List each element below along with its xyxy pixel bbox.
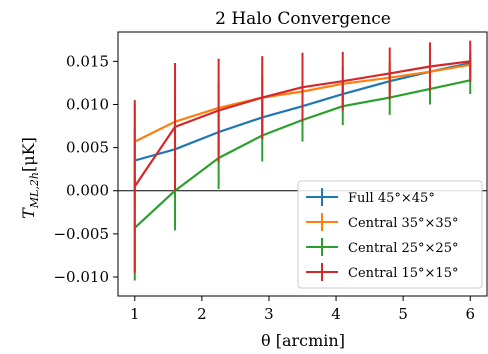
x-tick-label: 6 — [465, 305, 475, 323]
legend-entry: Central 25°×25° — [306, 238, 458, 256]
axes-frame — [117, 31, 488, 297]
y-tick-label: 0.010 — [66, 95, 109, 113]
x-tick-label: 2 — [197, 305, 207, 323]
x-tick-label: 5 — [398, 305, 408, 323]
x-tick-label: 1 — [130, 305, 140, 323]
series-4 — [133, 40, 472, 273]
x-axis-label: θ [arcmin] — [261, 331, 345, 350]
y-tick-label: 0.000 — [66, 182, 109, 200]
legend-label: Central 35°×35° — [348, 216, 458, 231]
legend-label: Central 25°×25° — [348, 241, 458, 256]
legend-entry: Central 35°×35° — [306, 213, 458, 231]
x-tick-label: 3 — [264, 305, 274, 323]
y-axis-label: TML,2h[μK] — [19, 137, 41, 219]
legend: Full 45°×45° Central 35°×35° Central 25°×2… — [297, 180, 483, 289]
legend-label: Full 45°×45° — [348, 191, 435, 206]
y-tick-label: −0.010 — [53, 268, 109, 286]
plot-area: 1 2 3 4 5 6 −0.010 −0.005 0.000 0.005 0.010 0.015 — [53, 31, 488, 323]
series-line — [133, 60, 471, 188]
y-tick-label: 0.005 — [66, 139, 109, 157]
legend-entry: Central 15°×15° — [306, 263, 458, 281]
y-tick-label: 0.015 — [66, 52, 109, 70]
x-tick-label: 4 — [331, 305, 341, 323]
legend-entry: Full 45°×45° — [306, 188, 435, 206]
legend-box — [297, 180, 483, 289]
y-tick-label: −0.005 — [53, 225, 109, 243]
chart-title: 2 Halo Convergence — [215, 9, 391, 29]
legend-label: Central 15°×15° — [348, 266, 458, 281]
